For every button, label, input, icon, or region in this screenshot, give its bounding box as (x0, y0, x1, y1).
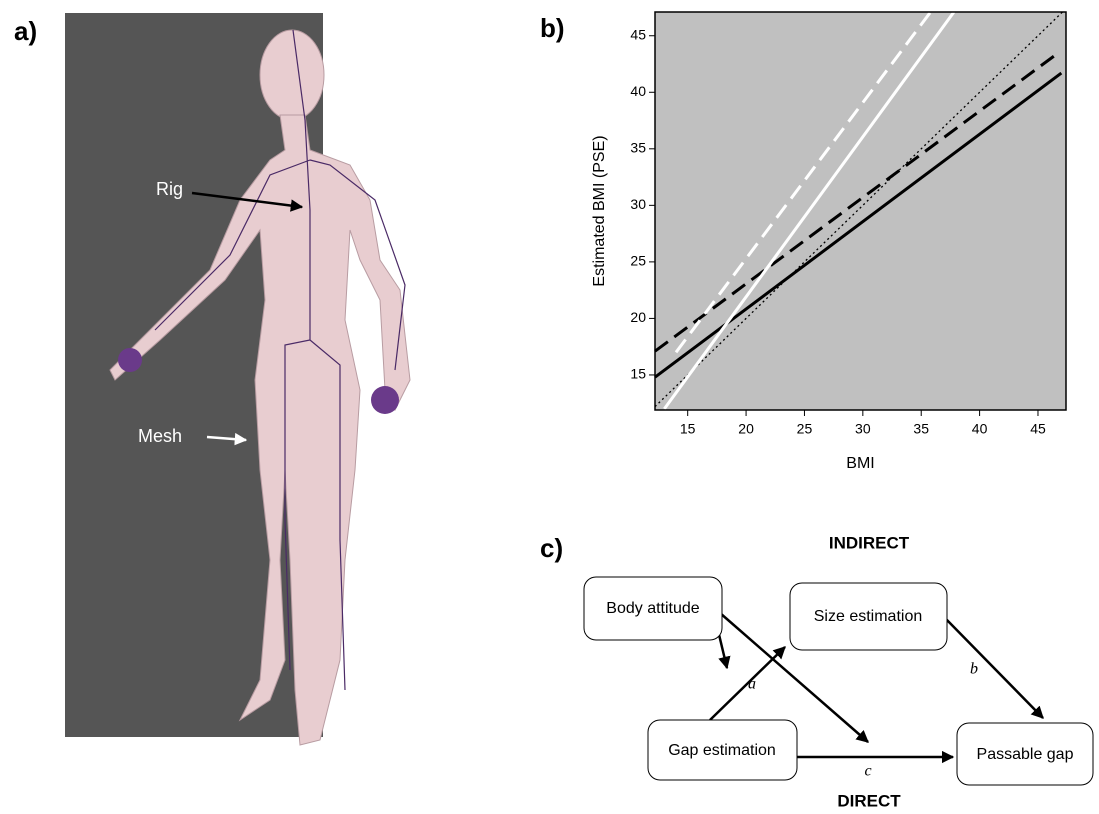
annotation: Rig (156, 179, 183, 199)
x-tick-label: 15 (680, 421, 696, 437)
y-tick-label: 30 (630, 196, 646, 212)
x-tick-label: 20 (738, 421, 754, 437)
node-label: Body attitude (606, 600, 700, 617)
edge-label: a (748, 676, 756, 693)
y-tick-label: 20 (630, 309, 646, 325)
path-heading: INDIRECT (829, 533, 910, 552)
y-tick-label: 25 (630, 253, 646, 269)
panel-label: c) (540, 533, 563, 563)
model-render: Rig Mesh (65, 13, 411, 746)
y-axis-label: Estimated BMI (PSE) (591, 135, 608, 286)
path-heading: DIRECT (837, 791, 901, 810)
node-label: Passable gap (977, 746, 1074, 763)
x-tick-label: 25 (797, 421, 813, 437)
mediation-diagram: INDIRECT DIRECT Body attitude Size estim… (583, 533, 1094, 810)
node-label: Size estimation (814, 608, 923, 625)
line-chart: 15 20 25 30 35 40 45 15 20 25 30 35 40 45 BMI Estimated… (591, 11, 1067, 472)
series-line (663, 11, 956, 410)
annotation: Mesh (138, 426, 182, 446)
y-tick-label: 45 (630, 26, 646, 42)
panel-label: b) (540, 13, 565, 43)
plot-frame (654, 11, 1067, 411)
node-label: Gap estimation (668, 742, 776, 759)
edge-label: b (970, 661, 978, 678)
y-tick-label: 15 (630, 366, 646, 382)
panel-label: a) (14, 16, 37, 46)
x-axis-label: BMI (846, 455, 874, 472)
plot-area (655, 12, 1066, 410)
x-tick-label: 30 (855, 421, 871, 437)
y-tick-label: 35 (630, 140, 646, 156)
y-tick-label: 40 (630, 83, 646, 99)
x-tick-label: 35 (913, 421, 929, 437)
x-tick-label: 45 (1030, 421, 1046, 437)
edge-label: c (864, 763, 871, 780)
series-line (654, 53, 1057, 353)
x-tick-label: 40 (972, 421, 988, 437)
